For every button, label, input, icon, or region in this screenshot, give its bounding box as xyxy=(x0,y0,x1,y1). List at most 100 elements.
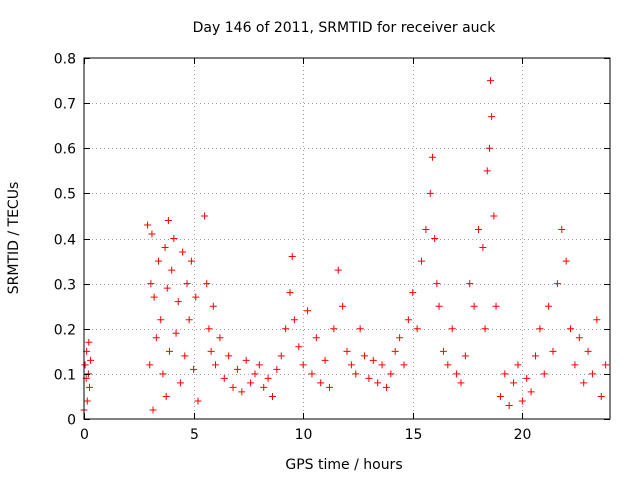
data-point xyxy=(181,352,189,360)
data-point xyxy=(490,212,498,220)
data-point xyxy=(488,113,496,121)
data-point xyxy=(523,374,531,382)
data-point xyxy=(155,257,163,265)
data-point xyxy=(192,293,200,301)
y-axis-tick-labels: 0 0.1 0.2 0.3 0.4 0.5 0.6 0.7 0.8 xyxy=(54,52,76,429)
data-point xyxy=(518,397,526,405)
data-point xyxy=(369,356,377,364)
data-point xyxy=(146,361,154,369)
y-axis-title: SRMTID / TECUs xyxy=(6,182,22,295)
data-point xyxy=(330,325,338,333)
data-point xyxy=(485,144,493,152)
data-point xyxy=(161,244,169,252)
data-point xyxy=(575,334,583,342)
data-point xyxy=(242,356,250,364)
data-point xyxy=(510,379,518,387)
data-point xyxy=(225,352,233,360)
data-point xyxy=(268,392,276,400)
data-point xyxy=(466,280,474,288)
data-point xyxy=(205,325,213,333)
data-point xyxy=(584,347,592,355)
y-tick-label: 0.3 xyxy=(54,278,76,294)
data-point xyxy=(203,280,211,288)
data-point xyxy=(179,248,187,256)
data-point xyxy=(378,361,386,369)
y-tick-label: 0.6 xyxy=(54,142,76,158)
data-point xyxy=(439,347,447,355)
data-point xyxy=(87,356,95,364)
data-point xyxy=(207,347,215,355)
data-point xyxy=(448,325,456,333)
data-point xyxy=(220,374,228,382)
x-axis-title: GPS time / hours xyxy=(285,457,402,473)
data-point xyxy=(164,216,172,224)
data-point xyxy=(404,316,412,324)
y-tick-label: 0.2 xyxy=(54,323,76,339)
axis-ticks xyxy=(84,58,610,420)
data-point xyxy=(343,347,351,355)
x-tick-label: 0 xyxy=(80,427,89,443)
data-point xyxy=(247,379,255,387)
data-point xyxy=(152,334,160,342)
data-point xyxy=(562,257,570,265)
data-point xyxy=(162,392,170,400)
data-point xyxy=(282,325,290,333)
data-point xyxy=(422,225,430,233)
data-point xyxy=(428,153,436,161)
y-tick-label: 0.8 xyxy=(54,52,76,68)
data-point xyxy=(558,225,566,233)
data-point xyxy=(286,289,294,297)
data-point xyxy=(457,379,465,387)
data-point xyxy=(536,325,544,333)
data-point xyxy=(212,361,219,369)
data-point xyxy=(81,361,89,369)
data-point xyxy=(194,397,202,405)
plot-border xyxy=(83,57,611,420)
data-point xyxy=(431,235,439,242)
data-point xyxy=(387,370,395,378)
data-point xyxy=(481,325,489,333)
data-point xyxy=(334,266,342,274)
data-point xyxy=(483,167,491,175)
data-point xyxy=(593,316,601,324)
grid xyxy=(84,58,610,419)
data-point xyxy=(444,361,452,369)
data-point xyxy=(531,352,539,360)
data-point xyxy=(290,316,298,324)
data-point xyxy=(147,280,155,288)
data-point xyxy=(479,244,487,252)
data-point xyxy=(150,293,158,301)
data-point xyxy=(157,316,165,324)
data-point xyxy=(183,280,191,288)
data-point xyxy=(413,325,421,333)
data-point xyxy=(229,383,237,391)
y-tick-label: 0.7 xyxy=(54,97,76,113)
data-point xyxy=(374,379,382,387)
data-point xyxy=(233,365,241,373)
data-point xyxy=(148,230,156,238)
data-point xyxy=(409,289,417,297)
data-point xyxy=(209,302,217,310)
data-point xyxy=(190,365,198,373)
y-tick-label: 0 xyxy=(67,413,76,429)
data-point xyxy=(174,298,182,306)
x-tick-label: 10 xyxy=(295,427,313,443)
data-point xyxy=(527,388,535,396)
data-point xyxy=(185,316,193,324)
data-point xyxy=(496,392,504,400)
data-point xyxy=(382,383,390,391)
data-point xyxy=(308,370,316,378)
data-point xyxy=(545,302,553,310)
x-axis-tick-labels: 0 5 10 15 20 xyxy=(80,427,531,443)
data-point xyxy=(304,307,312,315)
data-point xyxy=(400,361,408,369)
data-point xyxy=(540,370,548,378)
data-point xyxy=(295,343,303,351)
data-point xyxy=(85,338,93,346)
data-point xyxy=(505,401,513,409)
data-point xyxy=(553,280,561,288)
data-point xyxy=(475,225,482,233)
y-tick-label: 0.1 xyxy=(54,368,76,384)
data-point xyxy=(361,352,369,360)
data-point xyxy=(260,383,268,391)
